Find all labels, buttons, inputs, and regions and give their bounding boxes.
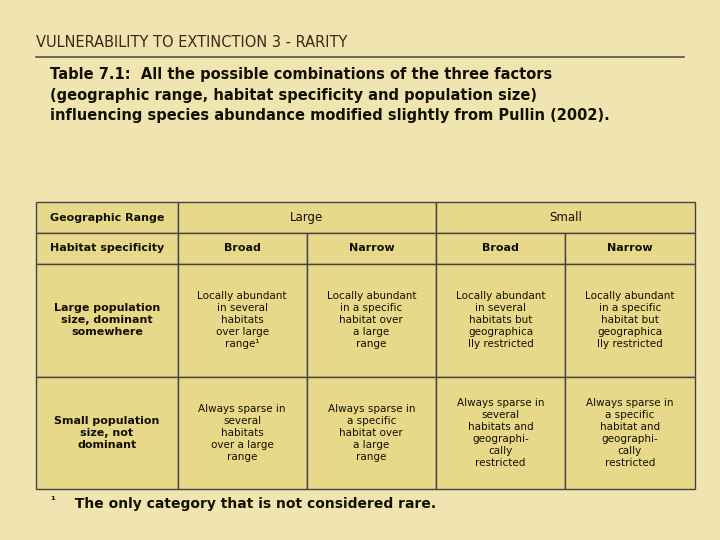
Text: Locally abundant
in several
habitats
over large
range¹: Locally abundant in several habitats ove… — [197, 291, 287, 349]
Bar — [565, 264, 695, 377]
Bar — [178, 233, 307, 264]
Text: Narrow: Narrow — [607, 244, 653, 253]
Text: Small: Small — [549, 211, 582, 224]
Bar — [178, 202, 436, 233]
Text: Habitat specificity: Habitat specificity — [50, 244, 164, 253]
Bar — [36, 264, 178, 377]
Text: Broad: Broad — [482, 244, 519, 253]
Bar — [565, 377, 695, 489]
Bar — [436, 377, 565, 489]
Bar — [436, 233, 565, 264]
Text: Always sparse in
a specific
habitat over
a large
range: Always sparse in a specific habitat over… — [328, 404, 415, 462]
Text: VULNERABILITY TO EXTINCTION 3 - RARITY: VULNERABILITY TO EXTINCTION 3 - RARITY — [36, 35, 347, 50]
Text: Locally abundant
in several
habitats but
geographica
lly restricted: Locally abundant in several habitats but… — [456, 291, 545, 349]
Text: Table 7.1:  All the possible combinations of the three factors
(geographic range: Table 7.1: All the possible combinations… — [50, 68, 610, 123]
Text: ¹: ¹ — [50, 496, 55, 506]
Bar — [436, 202, 695, 233]
Bar — [307, 233, 436, 264]
Text: Large: Large — [290, 211, 323, 224]
Bar — [565, 233, 695, 264]
Text: Geographic Range: Geographic Range — [50, 213, 164, 223]
Text: Large population
size, dominant
somewhere: Large population size, dominant somewher… — [54, 303, 160, 338]
Bar — [178, 377, 307, 489]
Bar — [36, 202, 178, 233]
Text: Broad: Broad — [224, 244, 261, 253]
Text: Locally abundant
in a specific
habitat but
geographica
lly restricted: Locally abundant in a specific habitat b… — [585, 291, 675, 349]
Bar — [307, 377, 436, 489]
Text: Always sparse in
several
habitats
over a large
range: Always sparse in several habitats over a… — [199, 404, 286, 462]
Bar — [36, 233, 178, 264]
Bar — [178, 264, 307, 377]
Text: Narrow: Narrow — [348, 244, 394, 253]
Bar — [436, 264, 565, 377]
Text: Always sparse in
several
habitats and
geographi-
cally
restricted: Always sparse in several habitats and ge… — [456, 398, 544, 468]
Text: Always sparse in
a specific
habitat and
geographi-
cally
restricted: Always sparse in a specific habitat and … — [586, 398, 674, 468]
Bar — [36, 377, 178, 489]
Text: The only category that is not considered rare.: The only category that is not considered… — [65, 497, 436, 511]
Text: Small population
size, not
dominant: Small population size, not dominant — [54, 416, 160, 450]
Text: Locally abundant
in a specific
habitat over
a large
range: Locally abundant in a specific habitat o… — [327, 291, 416, 349]
Bar — [307, 264, 436, 377]
